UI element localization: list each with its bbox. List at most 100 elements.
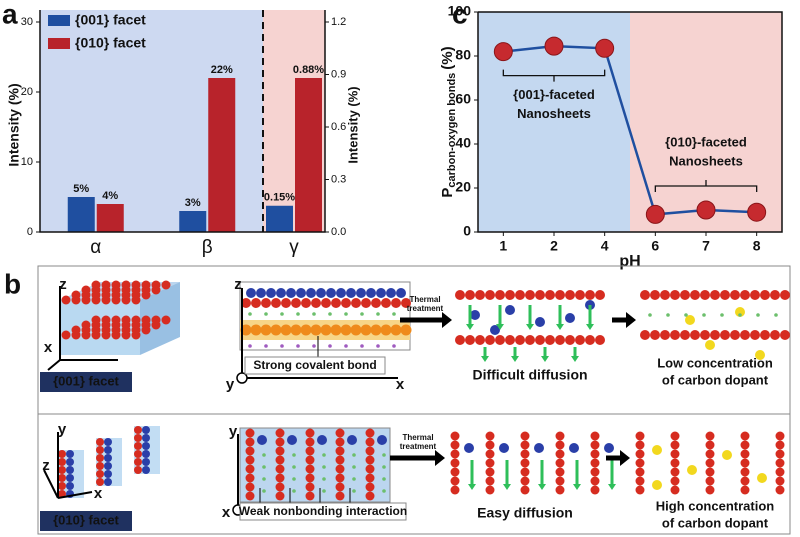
facet-box — [40, 372, 132, 392]
atom — [670, 440, 680, 450]
x-axis-label: pH — [619, 253, 640, 270]
background — [630, 12, 782, 232]
y-tick-label: 20 — [21, 86, 33, 98]
atom — [316, 288, 326, 298]
atom — [555, 467, 565, 477]
atom — [555, 458, 565, 468]
atom — [450, 476, 460, 486]
atom — [376, 312, 380, 316]
atom — [400, 324, 412, 336]
atom — [450, 440, 460, 450]
atom — [96, 478, 104, 486]
atom — [450, 449, 460, 459]
bond-box — [239, 502, 407, 521]
atom — [702, 313, 706, 317]
axes — [477, 11, 783, 233]
atom — [346, 288, 356, 298]
x-tick-label: γ — [289, 237, 299, 258]
atom — [652, 445, 662, 455]
atom — [750, 330, 760, 340]
atom — [705, 440, 715, 450]
atom — [66, 466, 74, 474]
atom — [96, 470, 104, 478]
y2-tick-label: 0.9 — [331, 68, 346, 80]
atom — [485, 335, 495, 345]
atom — [286, 288, 296, 298]
atom — [485, 467, 495, 477]
atom — [101, 315, 111, 325]
atom — [245, 491, 255, 501]
panel-letter: c — [452, 0, 468, 29]
atom — [401, 298, 411, 308]
atom — [241, 298, 251, 308]
atom — [485, 458, 495, 468]
atom — [104, 454, 112, 462]
atom — [356, 288, 366, 298]
atom — [720, 290, 730, 300]
atom — [270, 324, 282, 336]
atom — [775, 476, 785, 486]
atom — [322, 489, 326, 493]
atom — [352, 453, 356, 457]
atom — [322, 465, 326, 469]
atom — [775, 431, 785, 441]
atom — [756, 313, 760, 317]
diffusion-arrow — [556, 324, 564, 330]
atom — [330, 324, 342, 336]
atom — [670, 431, 680, 441]
atom — [740, 431, 750, 441]
atom — [71, 325, 81, 335]
atom — [774, 313, 778, 317]
atom — [396, 288, 406, 298]
data-label: 3% — [185, 197, 201, 209]
atom — [306, 288, 316, 298]
atom — [720, 313, 724, 317]
atom — [450, 431, 460, 441]
atom — [104, 438, 112, 446]
axes-icon — [43, 432, 93, 499]
atom — [340, 324, 352, 336]
label: Weak nonbonding interaction — [239, 504, 407, 518]
label: of carbon dopant — [662, 515, 769, 530]
annotation: {010}-faceted — [665, 134, 747, 149]
axes-icon — [241, 288, 398, 379]
atom — [371, 298, 381, 308]
atom — [730, 330, 740, 340]
atom — [780, 290, 790, 300]
atom — [81, 285, 91, 295]
atom — [750, 290, 760, 300]
data-label: 22% — [211, 64, 233, 76]
atom — [565, 313, 575, 323]
bar — [179, 211, 207, 232]
diffusion-arrow — [468, 484, 476, 490]
atom — [275, 437, 285, 447]
y-tick-label: 30 — [21, 16, 33, 28]
atom — [361, 298, 371, 308]
atom — [380, 324, 392, 336]
atom — [755, 350, 765, 360]
atom — [670, 458, 680, 468]
y-tick-label: 100 — [448, 3, 472, 19]
diffusion-arrow — [541, 356, 549, 362]
atom — [245, 437, 255, 447]
atom — [134, 450, 142, 458]
atom — [485, 476, 495, 486]
atom — [705, 431, 715, 441]
diffusion-arrow — [571, 356, 579, 362]
atom — [666, 313, 670, 317]
y-axis-label: Pcarbon-oxygen bonds (%) — [439, 46, 458, 197]
atom — [96, 462, 104, 470]
label: {010} facet — [53, 512, 119, 527]
atom — [465, 335, 475, 345]
atom — [555, 440, 565, 450]
label: Thermal — [409, 295, 440, 304]
atom — [335, 455, 345, 465]
y2-tick-label: 0.6 — [331, 121, 346, 133]
atom — [305, 446, 315, 456]
atom — [296, 312, 300, 316]
x-tick-label: 7 — [702, 238, 710, 254]
atom — [312, 312, 316, 316]
atom — [590, 485, 600, 495]
atom — [687, 465, 697, 475]
annotation: {001}-faceted — [513, 87, 595, 102]
